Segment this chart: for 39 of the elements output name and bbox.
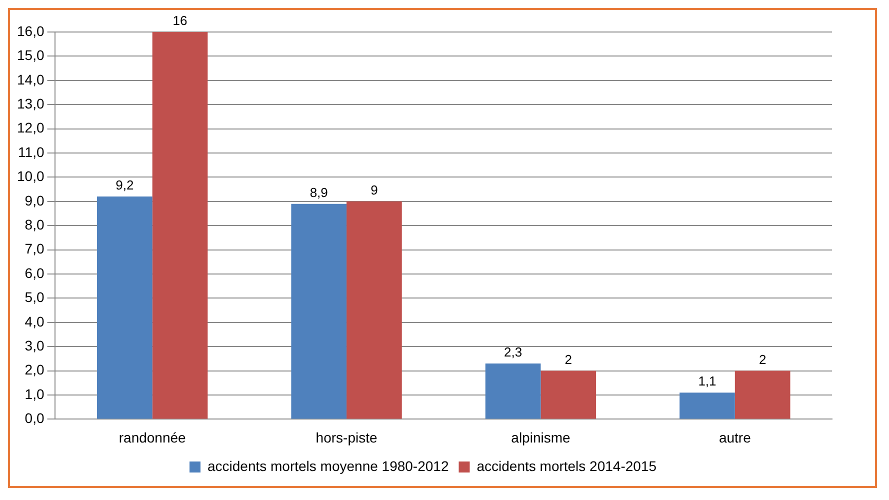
- data-label: 2,3: [504, 344, 522, 360]
- bar: [734, 370, 790, 419]
- y-tick-label: 12,0: [17, 120, 44, 136]
- y-tick-label: 5,0: [24, 289, 44, 306]
- y-tick-label: 4,0: [24, 313, 44, 330]
- y-tick-label: 8,0: [24, 216, 44, 232]
- data-label: 9: [370, 182, 378, 198]
- bar: [346, 201, 402, 419]
- y-tick-label: 9,0: [24, 192, 44, 208]
- y-tick-label: 0,0: [24, 410, 44, 426]
- bar: [97, 196, 152, 419]
- y-tick-label: 2,0: [24, 362, 44, 378]
- x-tick-label: alpinisme: [511, 429, 570, 446]
- x-tick-label: autre: [718, 429, 752, 446]
- y-tick-label: 16,0: [17, 22, 44, 39]
- bar: [540, 370, 596, 419]
- y-tick-label: 6,0: [24, 264, 44, 281]
- data-label: 16: [172, 13, 188, 28]
- y-tick-label: 14,0: [17, 71, 44, 88]
- data-label: 2: [758, 352, 766, 367]
- x-tick-label: hors-piste: [316, 429, 378, 446]
- y-tick-label: 11,0: [18, 144, 44, 160]
- legend-label: accidents mortels 2014-2015: [476, 458, 657, 474]
- y-tick-label: 7,0: [24, 240, 44, 257]
- legend-label: accidents mortels moyenne 1980-2012: [207, 458, 449, 474]
- data-label: 8,9: [310, 184, 328, 200]
- y-tick-label: 3,0: [24, 337, 44, 354]
- bar: [485, 364, 541, 419]
- y-tick-label: 15,0: [17, 47, 44, 64]
- data-label: 9,2: [116, 178, 134, 193]
- x-tick-label: randonnée: [118, 429, 186, 446]
- bar: [680, 392, 735, 419]
- data-label: 2: [564, 352, 572, 367]
- bar: [152, 32, 208, 419]
- y-tick-label: 1,0: [24, 386, 44, 402]
- bar: [291, 204, 347, 419]
- y-tick-label: 10,0: [17, 168, 44, 184]
- y-tick-label: 13,0: [17, 95, 44, 112]
- data-label: 1,1: [698, 374, 716, 389]
